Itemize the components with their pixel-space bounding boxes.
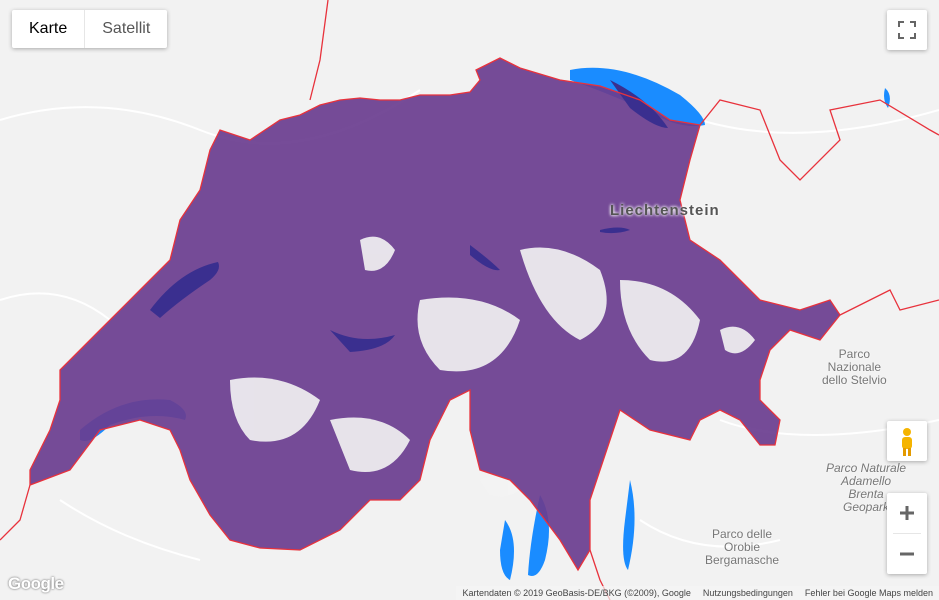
google-logo[interactable]: Google — [8, 574, 64, 593]
zoom-in-icon — [900, 506, 914, 520]
map-type-satellite-button[interactable]: Satellit — [102, 20, 151, 37]
map-type-map-button[interactable]: Karte — [29, 20, 68, 37]
label-park-adamello: Parco Naturale Adamello Brenta Geopark — [826, 462, 906, 514]
zoom-out-button[interactable] — [887, 534, 927, 574]
inner-lakes — [150, 80, 668, 352]
attribution-text: Kartendaten © 2019 GeoBasis-DE/BKG (©200… — [462, 588, 691, 598]
label-line: Parco — [838, 347, 871, 361]
map-footer: Kartendaten © 2019 GeoBasis-DE/BKG (©200… — [456, 586, 939, 600]
label-line: Orobie — [724, 540, 761, 554]
terms-link[interactable]: Nutzungsbedingungen — [702, 588, 793, 598]
map-type-control: Karte Satellit — [12, 10, 168, 48]
label-line: dello Stelvio — [822, 373, 887, 387]
label-line: Bergamasche — [705, 553, 780, 567]
label-line: Parco delle — [712, 527, 773, 541]
label-liechtenstein: Liechtenstein — [610, 202, 720, 219]
label-park-stelvio: Parco Nazionale dello Stelvio — [822, 348, 887, 387]
divider — [893, 533, 921, 534]
street-view-pegman-button[interactable] — [887, 421, 927, 461]
label-park-orobie: Parco delle Orobie Bergamasche — [705, 528, 779, 567]
fullscreen-icon — [898, 21, 916, 39]
zoom-out-icon — [900, 552, 914, 556]
label-line: Geopark — [843, 500, 890, 514]
report-error-link[interactable]: Fehler bei Google Maps melden — [804, 588, 933, 598]
divider — [84, 10, 86, 48]
zoom-in-button[interactable] — [887, 493, 927, 533]
fullscreen-button[interactable] — [887, 10, 927, 50]
alpine-gaps — [230, 236, 755, 497]
label-line: Adamello — [841, 474, 892, 488]
pegman-icon — [902, 428, 912, 456]
label-line: Nazionale — [827, 360, 882, 374]
label-line: Parco Naturale — [826, 461, 907, 475]
label-line: Brenta — [848, 487, 884, 501]
zoom-control — [887, 493, 927, 574]
